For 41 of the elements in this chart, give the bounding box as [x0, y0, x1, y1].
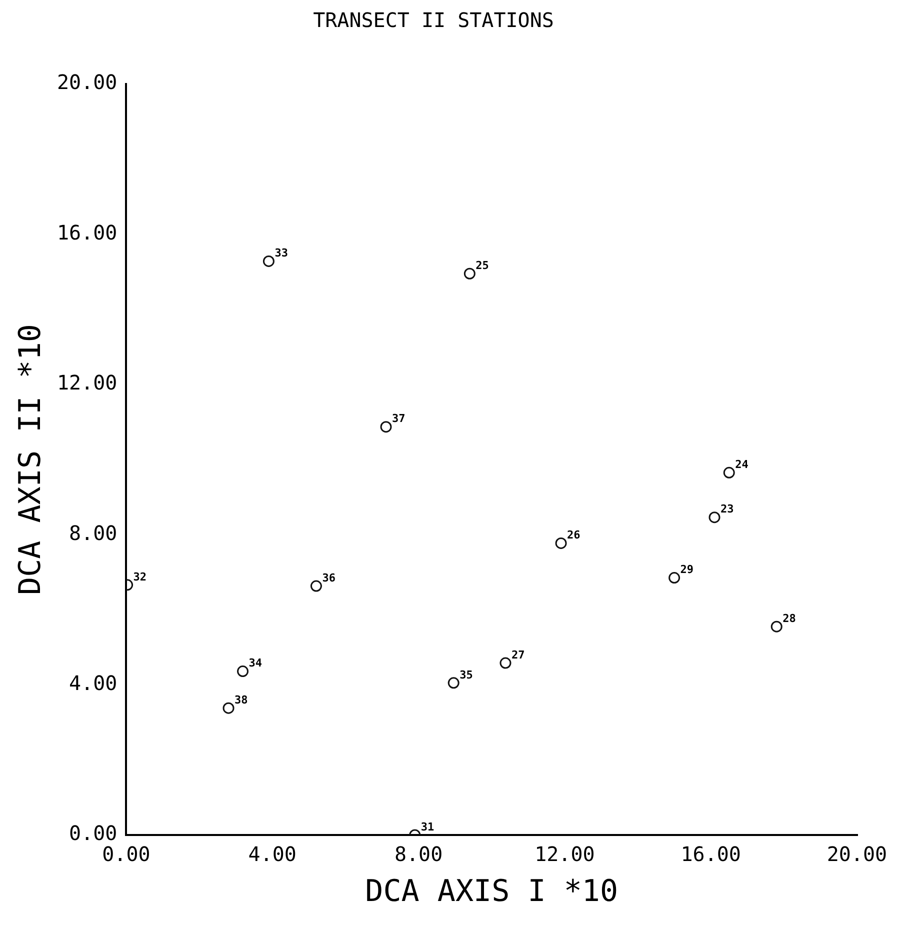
x-tick-label: 20.00: [826, 842, 888, 866]
y-tick-label: 20.00: [56, 70, 118, 94]
chart-title: TRANSECT II STATIONS: [313, 8, 554, 32]
y-tick-label: 16.00: [56, 220, 118, 244]
y-axis-title: DCA AXIS II *10: [12, 324, 48, 595]
annotation: 27: [511, 648, 525, 662]
y-tick-label: 12.00: [56, 370, 118, 395]
point: [668, 572, 680, 584]
annotation: 31: [420, 820, 434, 834]
x-axis-title: DCA AXIS I *10: [365, 874, 618, 909]
point: [464, 268, 476, 280]
point: [237, 666, 249, 678]
annotation: 33: [274, 246, 288, 260]
annotation: 36: [322, 571, 336, 584]
point: [770, 620, 782, 632]
annotation: 35: [460, 668, 473, 682]
annotation: 24: [735, 458, 749, 471]
annotation: 38: [234, 693, 248, 706]
x-tick-label: 8.00: [394, 842, 443, 866]
x-tick-label: 16.00: [680, 842, 741, 866]
point: [222, 702, 234, 714]
annotation: 28: [782, 612, 796, 625]
point: [708, 512, 720, 524]
annotation: 34: [248, 656, 262, 670]
annotation: 37: [392, 412, 406, 426]
annotation: 32: [133, 570, 147, 584]
point: [380, 421, 392, 433]
annotation: 23: [720, 502, 734, 516]
point: [448, 677, 460, 689]
annotation: 25: [476, 258, 489, 272]
x-tick-label: 12.00: [534, 842, 595, 866]
point: [500, 657, 512, 669]
point: [723, 466, 735, 478]
annotation: 29: [680, 563, 694, 576]
point: [555, 537, 567, 549]
point: [310, 580, 322, 592]
x-tick-label: 4.00: [248, 842, 296, 866]
annotation: 26: [567, 528, 581, 542]
y-tick-label: 8.00: [69, 520, 118, 545]
point: [262, 255, 274, 267]
y-tick-label: 4.00: [69, 671, 118, 696]
